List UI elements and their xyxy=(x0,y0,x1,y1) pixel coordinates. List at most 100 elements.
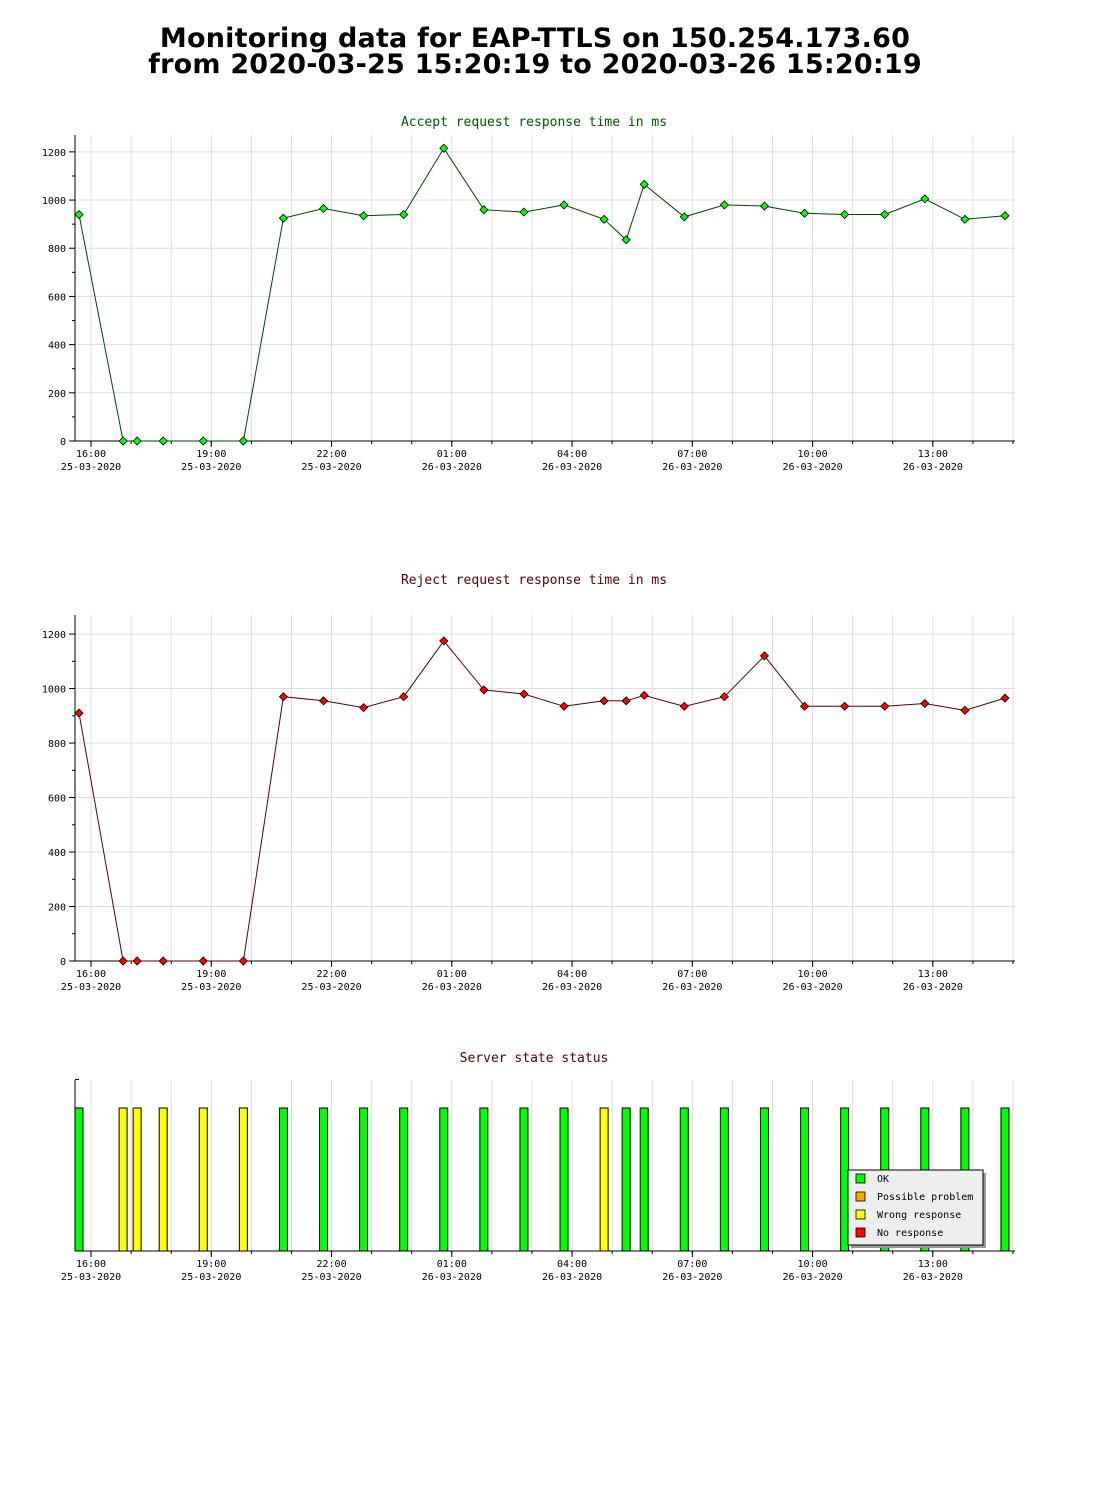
x-tick-label-date: 25-03-2020 xyxy=(301,1272,361,1283)
x-tick-label-time: 04:00 xyxy=(557,449,587,460)
data-point xyxy=(920,698,930,709)
data-point xyxy=(799,701,810,711)
x-tick-label-time: 04:00 xyxy=(557,1259,587,1270)
y-tick-label: 0 xyxy=(60,437,66,448)
data-point xyxy=(132,436,142,446)
data-point xyxy=(439,143,449,153)
x-tick-label-time: 10:00 xyxy=(798,969,828,980)
x-tick-label-date: 26-03-2020 xyxy=(782,462,842,473)
x-tick-label-date: 25-03-2020 xyxy=(181,1272,241,1283)
legend-swatch-possible_problem xyxy=(855,1191,866,1202)
series-line xyxy=(78,147,1006,442)
status-bar xyxy=(158,1107,168,1252)
status-bar xyxy=(198,1107,208,1252)
x-tick-label-date: 25-03-2020 xyxy=(61,1272,121,1283)
data-point xyxy=(1000,211,1010,221)
data-point xyxy=(278,692,289,702)
data-point xyxy=(639,690,649,700)
x-tick-label-date: 25-03-2020 xyxy=(181,462,241,473)
data-point xyxy=(519,207,529,217)
status-bar xyxy=(599,1107,609,1252)
status-bar xyxy=(74,1107,84,1252)
y-tick-label: 1000 xyxy=(42,685,66,696)
status-bar xyxy=(439,1107,449,1252)
status-bar xyxy=(639,1107,649,1252)
page-title-line-2: from 2020-03-25 15:20:19 to 2020-03-26 1… xyxy=(148,49,922,80)
legend-swatch-no_response xyxy=(855,1227,866,1238)
y-tick-label: 1200 xyxy=(42,630,66,641)
status-bar xyxy=(800,1107,810,1252)
x-tick-label-date: 26-03-2020 xyxy=(782,982,842,993)
chart-title: Reject request response time in ms xyxy=(401,573,667,588)
x-tick-label-date: 26-03-2020 xyxy=(542,982,602,993)
x-tick-label-time: 07:00 xyxy=(677,449,707,460)
y-tick-label: 800 xyxy=(48,739,66,750)
legend-swatch-ok xyxy=(855,1173,866,1184)
y-tick-label: 600 xyxy=(48,794,66,805)
data-point xyxy=(599,214,609,224)
status-bar xyxy=(719,1107,729,1252)
reject-response-chart: Reject request response time in ms 16:00 2… xyxy=(42,573,1015,993)
status-bar xyxy=(621,1107,631,1252)
data-point xyxy=(118,436,128,446)
x-tick-label-time: 04:00 xyxy=(557,969,587,980)
data-point xyxy=(439,636,449,646)
status-bar xyxy=(479,1107,489,1252)
data-point xyxy=(719,200,729,210)
legend-label-ok: OK xyxy=(877,1174,889,1185)
data-point xyxy=(840,209,850,220)
x-tick-label-time: 22:00 xyxy=(316,449,346,460)
status-bar xyxy=(679,1107,689,1252)
y-tick-label: 0 xyxy=(60,957,66,968)
status-bar xyxy=(319,1107,329,1252)
data-point xyxy=(318,696,329,706)
x-tick-label-date: 26-03-2020 xyxy=(903,982,963,993)
y-tick-label: 1000 xyxy=(42,196,66,207)
data-point xyxy=(118,956,128,966)
accept-response-chart: Accept request response time in ms 16:00 2… xyxy=(42,115,1015,473)
data-point xyxy=(238,956,248,966)
chart-title: Server state status xyxy=(460,1051,609,1066)
legend-label-wrong_response: Wrong response xyxy=(877,1210,961,1221)
data-point xyxy=(840,701,850,711)
data-point xyxy=(238,436,248,446)
x-tick-label-date: 26-03-2020 xyxy=(662,982,722,993)
status-bar xyxy=(1000,1107,1010,1252)
y-tick-label: 200 xyxy=(48,903,66,914)
x-tick-label-date: 26-03-2020 xyxy=(662,1272,722,1283)
x-tick-label-date: 26-03-2020 xyxy=(422,1272,482,1283)
status-bar xyxy=(238,1107,248,1252)
data-point xyxy=(158,436,168,446)
data-point xyxy=(920,194,930,204)
x-tick-label-time: 19:00 xyxy=(196,449,226,460)
y-tick-label: 600 xyxy=(48,292,66,303)
data-point xyxy=(318,203,329,214)
x-tick-label-time: 07:00 xyxy=(677,1259,707,1270)
x-tick-label-time: 22:00 xyxy=(316,1259,346,1270)
x-tick-label-time: 19:00 xyxy=(196,1259,226,1270)
x-tick-label-date: 26-03-2020 xyxy=(903,462,963,473)
status-bar xyxy=(759,1107,769,1252)
data-point xyxy=(880,209,890,220)
x-tick-label-date: 26-03-2020 xyxy=(782,1272,842,1283)
status-bar xyxy=(132,1107,142,1252)
y-tick-label: 400 xyxy=(48,341,66,352)
data-point xyxy=(399,692,409,702)
data-point xyxy=(74,708,84,718)
data-point xyxy=(679,701,689,711)
x-tick-label-date: 25-03-2020 xyxy=(301,982,361,993)
data-point xyxy=(399,209,409,220)
x-tick-label-time: 01:00 xyxy=(437,449,467,460)
x-tick-label-date: 26-03-2020 xyxy=(542,1272,602,1283)
x-tick-label-time: 16:00 xyxy=(76,969,106,980)
x-tick-label-time: 13:00 xyxy=(918,1259,948,1270)
server-status-chart: Server state status 16:00 25-03-2020 19:00 2… xyxy=(61,1051,1015,1283)
legend-label-possible_problem: Possible problem xyxy=(877,1192,973,1203)
data-point xyxy=(719,692,729,702)
data-point xyxy=(679,212,689,222)
data-point xyxy=(359,211,369,221)
x-tick-label-time: 07:00 xyxy=(677,969,707,980)
x-tick-label-date: 26-03-2020 xyxy=(422,982,482,993)
status-bar xyxy=(519,1107,529,1252)
